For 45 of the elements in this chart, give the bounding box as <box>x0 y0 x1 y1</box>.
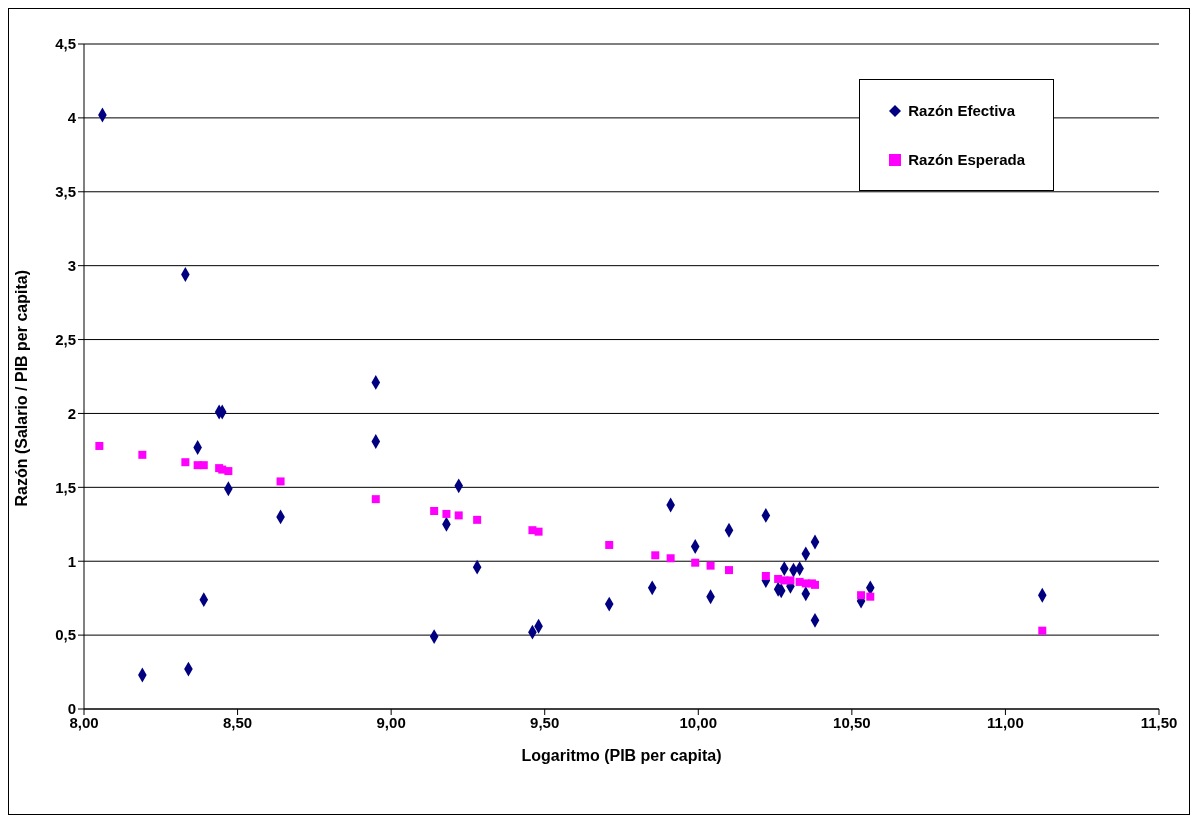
y-tick-label: 0,5 <box>55 626 76 644</box>
y-tick-label: 3,5 <box>55 183 76 201</box>
y-tick-label: 4 <box>67 109 77 127</box>
point <box>534 527 543 536</box>
point <box>442 509 451 518</box>
y-tick-label: 4,5 <box>55 35 76 53</box>
point <box>276 477 285 486</box>
y-tick-label: 2 <box>67 404 76 422</box>
x-tick-label: 8,50 <box>222 713 253 731</box>
point <box>651 551 660 560</box>
y-tick-label: 1 <box>67 552 76 570</box>
x-axis-title: Logaritmo (PIB per capita) <box>521 747 722 764</box>
y-tick-label: 2,5 <box>55 330 76 348</box>
point <box>605 540 614 549</box>
point <box>138 450 147 459</box>
x-tick-label: 11,50 <box>1140 713 1178 731</box>
point <box>181 458 190 467</box>
point <box>224 467 233 476</box>
point <box>199 461 208 470</box>
legend-label: Razón Esperada <box>908 151 1025 168</box>
point <box>430 506 439 515</box>
point <box>811 580 819 589</box>
y-axis-title: Razón (Salario / PIB per capita) <box>12 270 30 507</box>
point <box>786 576 795 585</box>
point <box>761 572 770 580</box>
point <box>691 558 700 567</box>
point <box>371 495 380 504</box>
x-tick-label: 11,00 <box>987 713 1024 731</box>
point <box>528 526 537 535</box>
point <box>857 591 866 600</box>
point <box>454 511 463 520</box>
x-tick-label: 10,50 <box>833 713 871 731</box>
x-tick-label: 9,00 <box>376 713 406 731</box>
point <box>473 515 482 524</box>
point <box>1038 626 1047 635</box>
y-tick-label: 1,5 <box>55 478 76 496</box>
point <box>725 566 733 575</box>
point <box>95 441 104 450</box>
x-tick-label: 10,00 <box>679 713 718 731</box>
y-tick-label: 3 <box>67 256 76 274</box>
point <box>666 554 675 563</box>
x-tick-label: 9,50 <box>530 713 560 731</box>
point <box>706 561 715 570</box>
legend-label: Razón Efectiva <box>908 102 1015 119</box>
point <box>866 592 875 601</box>
